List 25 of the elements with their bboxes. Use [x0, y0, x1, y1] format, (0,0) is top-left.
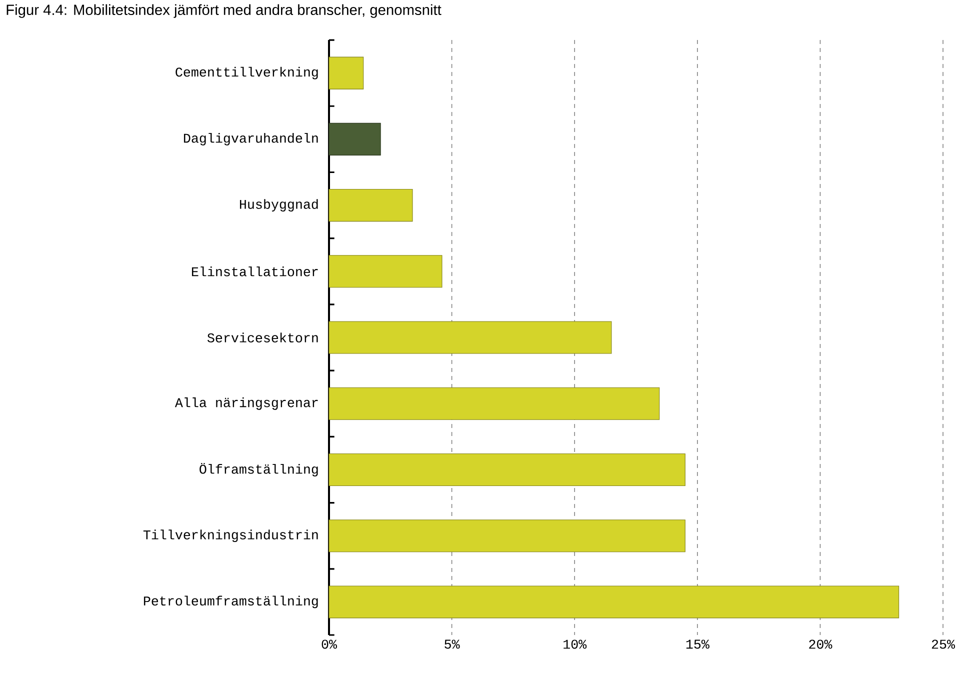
bar — [328, 321, 612, 354]
y-tick-label: Petroleumframställning — [144, 596, 318, 608]
bar — [328, 255, 442, 288]
x-tick-label: 25% — [932, 640, 956, 649]
x-tick-label: 0% — [322, 640, 338, 649]
x-tick-label: 10% — [564, 640, 587, 649]
x-tick-label: 5% — [444, 640, 460, 649]
y-tick-label: Cementtillverkning — [176, 66, 318, 80]
bar — [328, 387, 660, 420]
y-tick-label: Tillverkningsindustrin — [143, 530, 318, 542]
x-tick-label: 20% — [809, 640, 832, 649]
x-tick-label: 15% — [686, 640, 710, 649]
bar — [328, 453, 686, 486]
bar — [328, 189, 413, 222]
y-tick-label: Servicesektorn — [207, 332, 318, 342]
bar — [328, 586, 900, 618]
bar — [328, 520, 686, 552]
y-tick-label: Dagligvaruhandeln — [184, 132, 318, 146]
chart-title: Figur 4.4: Mobilitetsindex jämfört med andra branscher, genomsnitt — [6, 4, 442, 18]
bar — [328, 122, 381, 156]
y-tick-label: Alla näringsgrenar — [174, 397, 318, 410]
y-tick-label: Ölframställning — [200, 463, 318, 476]
y-tick-label: Husbyggnad — [240, 199, 318, 212]
y-tick-label: Elinstallationer — [192, 266, 318, 276]
bar — [328, 56, 364, 90]
